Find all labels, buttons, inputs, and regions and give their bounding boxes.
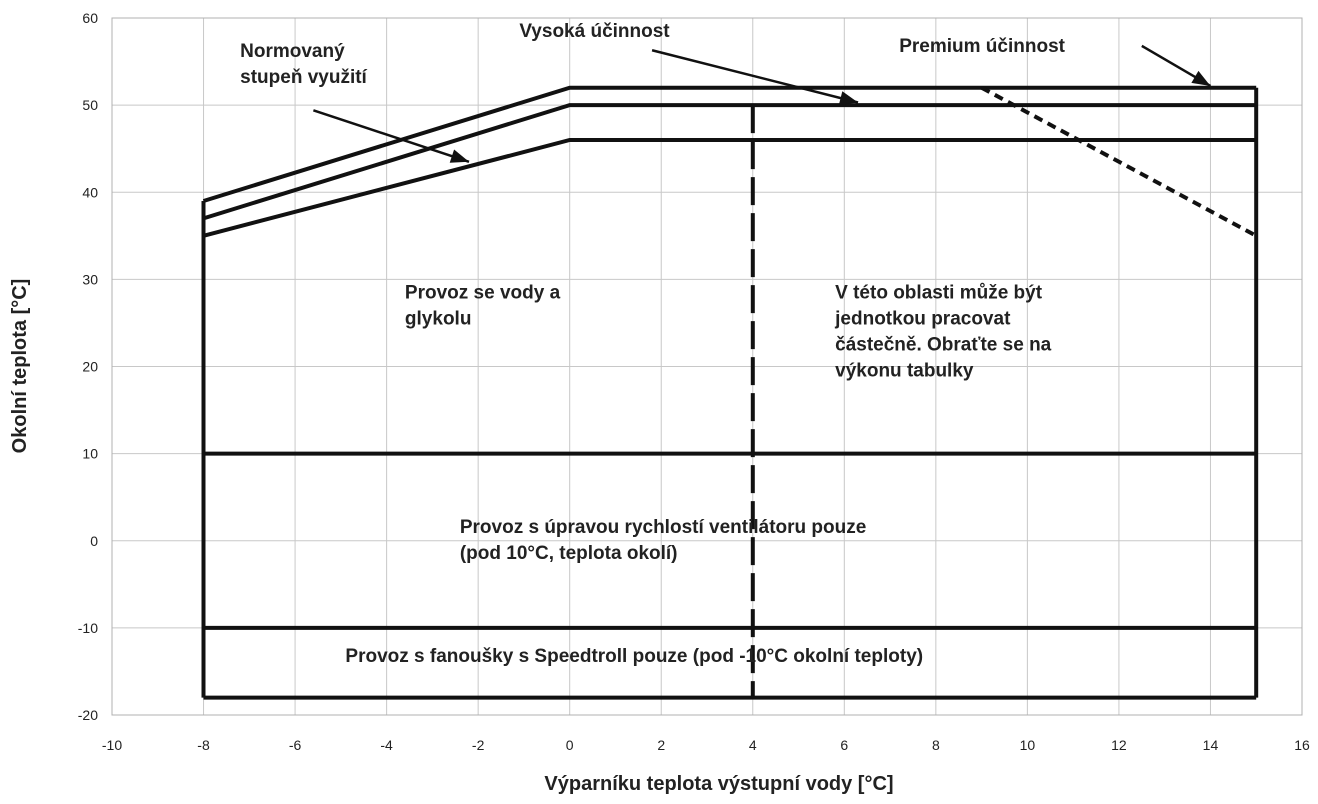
- x-tick-label: -10: [102, 737, 122, 753]
- arrow-shaft: [312, 109, 470, 163]
- y-tick-label: 0: [90, 533, 98, 549]
- annotation-6: Provoz s úpravou rychlostí ventilátoru p…: [460, 517, 866, 564]
- y-tick-label: 20: [82, 359, 98, 375]
- x-tick-label: 4: [749, 737, 757, 753]
- annotation-arrows: [312, 44, 1212, 163]
- annotation-2: Vysoká účinnost: [519, 21, 670, 42]
- y-tick-label: 30: [82, 271, 98, 287]
- arrow-head: [838, 91, 859, 105]
- arrow-head: [1191, 70, 1211, 86]
- y-tick-label: -10: [78, 620, 98, 636]
- annotation-3: Premium účinnost: [899, 36, 1065, 57]
- y-tick-label: 50: [82, 97, 98, 113]
- arrow-shaft: [651, 49, 859, 104]
- x-tick-label: -2: [472, 737, 485, 753]
- y-axis-title: Okolní teplota [°C]: [9, 279, 31, 454]
- x-tick-label: 10: [1020, 737, 1036, 753]
- gridlines: [112, 18, 1302, 715]
- x-tick-label: 8: [932, 737, 940, 753]
- x-tick-label: 12: [1111, 737, 1127, 753]
- series-line-2: [202, 103, 1257, 221]
- x-tick-label: -6: [289, 737, 302, 753]
- series-line-4: [980, 85, 1258, 238]
- annotation-4: Provoz se vody a glykolu: [405, 283, 561, 330]
- x-tick-label: 6: [840, 737, 848, 753]
- arrow-head: [449, 149, 469, 163]
- x-tick-label: 14: [1203, 737, 1219, 753]
- annotation-5: V této oblasti může být jednotkou pracova…: [834, 283, 1052, 382]
- annotations: Normovaný stupeň využití Vysoká účinnost Pr…: [240, 21, 1065, 667]
- plot-frame: [111, 17, 1303, 716]
- x-tick-label: 16: [1294, 737, 1310, 753]
- x-tick-label: -4: [380, 737, 393, 753]
- y-tick-label: 40: [82, 184, 98, 200]
- x-axis-title: Výparníku teplota výstupní vody [°C]: [544, 773, 893, 795]
- series-line-3: [202, 138, 1257, 238]
- x-tick-label: -8: [197, 737, 210, 753]
- tick-labels: -10 -8 -6 -4 -2 0 2 4 6 8 10 12 14 16-20-100102030405…: [78, 10, 1310, 753]
- annotation-1: Normovaný stupeň využití: [240, 41, 367, 88]
- annotation-7: Provoz s fanoušky s Speedtroll pouze (po…: [345, 646, 923, 667]
- y-tick-label: 10: [82, 446, 98, 462]
- series-line-1: [202, 85, 1257, 203]
- x-tick-label: 0: [566, 737, 574, 753]
- y-tick-label: 60: [82, 10, 98, 26]
- x-tick-label: 2: [657, 737, 665, 753]
- series-layer: [201, 85, 1259, 700]
- y-tick-label: -20: [78, 707, 98, 723]
